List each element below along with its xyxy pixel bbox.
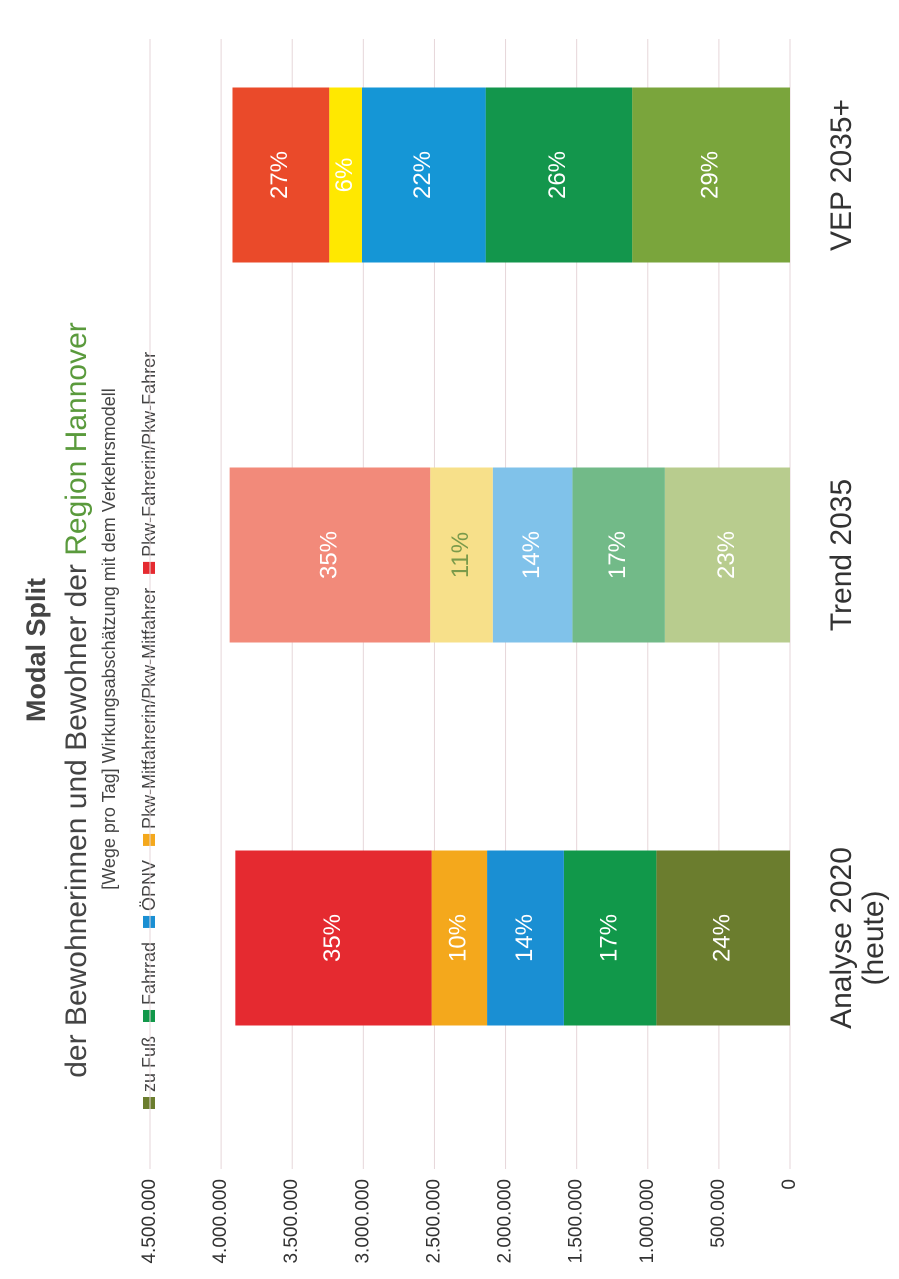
segment-label: 10% (445, 914, 472, 962)
segment-label: 17% (595, 914, 622, 962)
bar-segment (229, 467, 431, 643)
y-tick-label: 1.500.000 (566, 1179, 587, 1264)
y-tick-label: 4.500.000 (139, 1179, 160, 1264)
legend-label: ÖPNV (139, 860, 159, 911)
bar-segment (492, 467, 573, 643)
legend-swatch (143, 561, 155, 574)
segment-label: 14% (518, 531, 545, 579)
y-tick-label: 2.500.000 (423, 1179, 444, 1264)
legend-label: Pkw-Mitfahrerin/Pkw-Mitfahrer (139, 588, 159, 829)
legend-label: Pkw-Fahrerin/Pkw-Fahrer (139, 352, 159, 557)
x-tick-label: VEP 2035+ (825, 99, 858, 251)
chart-note: [Wege pro Tag] Wirkungsabschätzung mit d… (99, 388, 119, 890)
y-tick-label: 500.000 (708, 1179, 729, 1248)
bar-segment (632, 87, 791, 263)
bar-segment (572, 467, 665, 643)
bar-segment (361, 87, 486, 263)
y-tick-label: 4.000.000 (210, 1179, 231, 1264)
bar-segment (329, 87, 362, 263)
chart-subtitle: der Bewohnerinnen und Bewohner der Regio… (60, 322, 93, 1078)
chart-title: Modal Split (21, 578, 51, 722)
y-tick-label: 2.000.000 (495, 1179, 516, 1264)
bar-segment (235, 850, 432, 1026)
legend-label: Fahrrad (139, 942, 159, 1005)
bar-segment (232, 87, 330, 263)
bar-segment (431, 850, 488, 1026)
subtitle-part: Region Hannover (60, 322, 93, 555)
x-tick-label: Trend 2035 (825, 479, 858, 631)
bar-segment (487, 850, 564, 1026)
segment-label: 27% (266, 151, 293, 199)
bar-segment (664, 467, 790, 643)
rotated-chart: Modal Split der Bewohnerinnen und Bewohn… (21, 39, 890, 1264)
bar-segment (430, 467, 493, 643)
segment-label: 11% (447, 532, 474, 578)
segment-label: 23% (713, 531, 740, 579)
segment-label: 24% (708, 914, 735, 962)
segment-label: 29% (696, 151, 723, 199)
segment-label: 14% (511, 914, 538, 962)
bar-segment (485, 87, 633, 263)
y-tick-label: 1.000.000 (637, 1179, 658, 1264)
x-tick-label: Analyse 2020 (825, 847, 858, 1029)
legend-swatch (143, 915, 155, 928)
bar-segment (563, 850, 657, 1026)
x-tick-label: (heute) (857, 890, 890, 985)
segment-label: 17% (604, 531, 631, 579)
segment-label: 35% (319, 914, 346, 962)
segment-label: 26% (544, 151, 571, 199)
subtitle-part: der Bewohnerinnen und Bewohner der (60, 556, 93, 1078)
segment-label: 22% (409, 151, 436, 199)
legend-swatch (143, 1097, 155, 1109)
legend-label: zu Fuß (139, 1036, 159, 1092)
legend-swatch (143, 833, 155, 846)
y-tick-label: 0 (779, 1179, 800, 1190)
legend-swatch (143, 1009, 155, 1022)
segment-label: 35% (315, 531, 342, 579)
y-tick-label: 3.500.000 (281, 1179, 302, 1264)
y-tick-label: 3.000.000 (352, 1179, 373, 1264)
segment-label: 6% (331, 158, 358, 193)
bar-segment (656, 850, 790, 1026)
